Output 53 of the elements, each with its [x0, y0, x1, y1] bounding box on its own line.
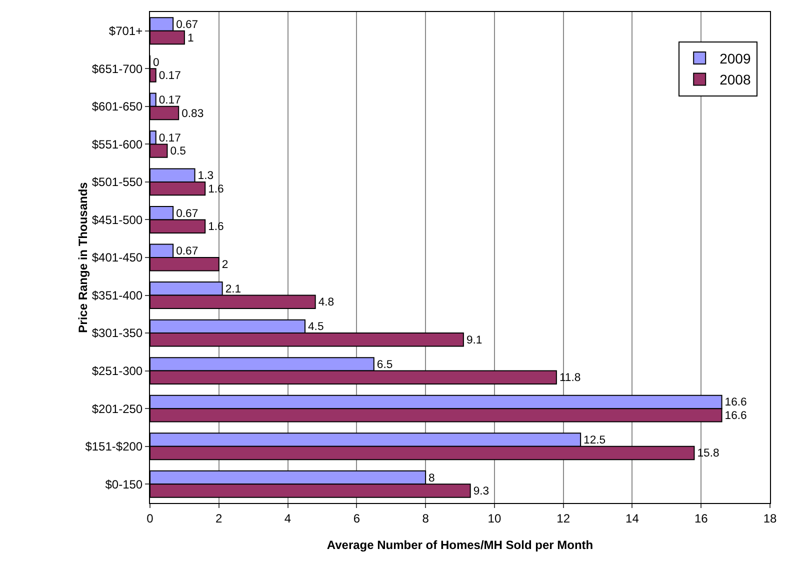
- data-label: 1.3: [198, 170, 214, 182]
- y-tick-label: $251-300: [92, 364, 143, 378]
- data-label: 2.1: [225, 283, 242, 296]
- data-label: 0.17: [158, 70, 181, 82]
- x-tick-label: 12: [556, 511, 570, 526]
- y-tick-label: $201-250: [92, 402, 143, 416]
- data-label: 9.3: [473, 486, 490, 498]
- data-label: 16.6: [724, 396, 747, 409]
- data-label: 4.8: [318, 296, 334, 309]
- data-label: 1.6: [208, 221, 224, 234]
- x-axis-title: Average Number of Homes/MH Sold per Month: [326, 538, 594, 552]
- legend-label: 2008: [720, 72, 751, 88]
- data-label: 0.83: [182, 108, 204, 120]
- y-tick-label: $401-450: [92, 250, 143, 265]
- data-label: 4.5: [308, 321, 324, 334]
- data-label: 0.17: [158, 132, 181, 144]
- x-tick-label: 4: [284, 511, 292, 526]
- x-tick-label: 10: [488, 511, 502, 526]
- x-tick-label: 18: [763, 511, 777, 526]
- data-label: 0.17: [158, 94, 181, 107]
- data-label: 0: [153, 56, 160, 69]
- data-label: 0.5: [170, 146, 186, 158]
- x-tick-label: 0: [146, 511, 154, 526]
- x-tick-label: 2: [216, 511, 223, 526]
- data-label: 0.67: [176, 208, 198, 220]
- x-tick-label: 6: [353, 511, 360, 526]
- data-label: 16.6: [724, 410, 747, 422]
- data-label: 9.1: [466, 334, 482, 346]
- x-tick-label: 14: [626, 511, 640, 526]
- data-label: 6.5: [376, 358, 393, 371]
- y-tick-label: $701+: [108, 24, 143, 38]
- y-tick-label: $301-350: [92, 326, 143, 340]
- data-label: 15.8: [697, 448, 720, 460]
- x-tick-label: 8: [422, 511, 430, 526]
- y-tick-label: $501-550: [92, 175, 143, 190]
- data-label: 1: [187, 32, 194, 44]
- y-tick-label: $451-500: [92, 212, 143, 227]
- y-tick-label: $601-650: [92, 100, 143, 114]
- data-label: 8: [428, 472, 435, 484]
- y-tick-label: $0-150: [105, 477, 143, 492]
- y-axis-title: Price Range in Thousands: [76, 182, 90, 333]
- data-label: 12.5: [584, 434, 606, 447]
- x-tick-label: 16: [694, 511, 708, 526]
- data-label: 2: [222, 258, 228, 271]
- data-label: 0.67: [176, 246, 198, 258]
- data-label: 0.67: [176, 19, 198, 32]
- y-tick-label: $651-700: [92, 62, 143, 76]
- data-label: 1.6: [208, 183, 224, 196]
- y-tick-label: $351-400: [92, 288, 143, 302]
- y-tick-label: $551-600: [92, 137, 143, 152]
- y-tick-label: $151-$200: [85, 440, 143, 454]
- data-label: 11.8: [559, 372, 581, 384]
- legend-label: 2009: [720, 50, 751, 67]
